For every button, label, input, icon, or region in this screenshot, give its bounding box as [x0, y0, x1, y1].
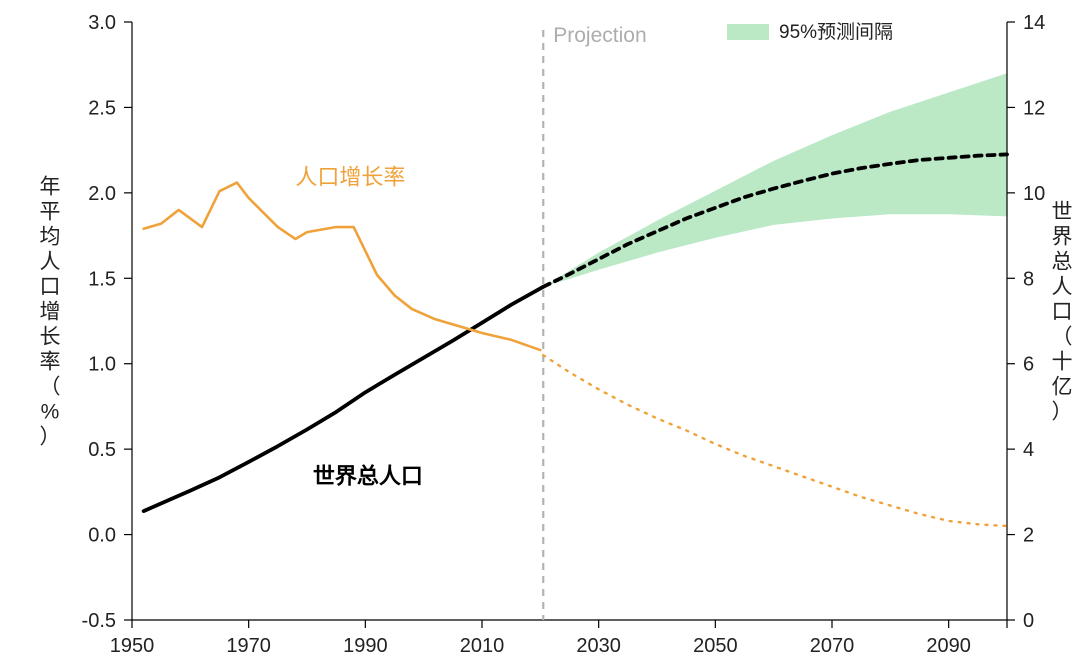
y-left-title: （ [40, 375, 61, 398]
legend-label: 95%预测间隔 [779, 21, 893, 43]
y-right-title: 亿 [1052, 375, 1073, 398]
population-chart: 19501970199020102030205020702090-0.50.00… [0, 0, 1080, 672]
y-left-title: 增 [40, 300, 61, 323]
y-right-title: 总 [1052, 250, 1073, 273]
y-right-tick-label: 8 [1023, 268, 1034, 290]
annotation-population: 世界总人口 [313, 463, 423, 488]
y-left-tick-label: -0.5 [82, 610, 116, 632]
y-right-title: （ [1052, 325, 1073, 348]
y-right-title: ） [1052, 400, 1073, 423]
y-left-title: 均 [40, 225, 61, 248]
y-left-title: 率 [40, 350, 61, 373]
y-left-tick-label: 1.0 [88, 354, 116, 376]
y-right-title: 世 [1052, 200, 1073, 223]
x-tick-label: 1950 [110, 635, 155, 657]
y-right-tick-label: 12 [1023, 97, 1045, 119]
y-right-title: 十 [1052, 350, 1073, 373]
y-left-tick-label: 3.0 [88, 12, 116, 34]
y-right-tick-label: 2 [1023, 525, 1034, 547]
y-left-tick-label: 2.5 [88, 97, 116, 119]
y-left-tick-label: 0.5 [88, 439, 116, 461]
y-left-tick-label: 2.0 [88, 183, 116, 205]
y-left-title: ） [40, 425, 61, 448]
y-right-tick-label: 14 [1023, 12, 1045, 34]
x-tick-label: 2050 [693, 635, 738, 657]
x-tick-label: 1970 [226, 635, 271, 657]
y-left-title: 口 [40, 275, 61, 298]
y-right-tick-label: 0 [1023, 610, 1034, 632]
y-left-title: 长 [40, 325, 61, 348]
x-tick-label: 2090 [926, 635, 971, 657]
y-right-tick-label: 6 [1023, 354, 1034, 376]
y-left-title: 年 [40, 175, 61, 198]
y-left-tick-label: 0.0 [88, 525, 116, 547]
x-tick-label: 1990 [343, 635, 388, 657]
y-right-title: 口 [1052, 300, 1073, 323]
legend-swatch [727, 24, 769, 40]
projection-label: Projection [553, 24, 646, 47]
y-left-title: % [41, 400, 60, 423]
chart-container: { "canvas": { "width": 1080, "height": 6… [0, 0, 1080, 672]
annotation-growth-rate: 人口增长率 [295, 164, 405, 189]
y-left-title: 平 [40, 200, 61, 223]
y-right-tick-label: 10 [1023, 183, 1045, 205]
y-right-title: 界 [1052, 225, 1073, 248]
prediction-interval [543, 73, 1007, 287]
y-left-tick-label: 1.5 [88, 268, 116, 290]
x-tick-label: 2070 [810, 635, 855, 657]
y-right-tick-label: 4 [1023, 439, 1034, 461]
series-growth-projection [543, 355, 1007, 526]
y-right-title: 人 [1052, 275, 1073, 298]
y-left-title: 人 [40, 250, 61, 273]
x-tick-label: 2010 [460, 635, 505, 657]
x-tick-label: 2030 [576, 635, 621, 657]
